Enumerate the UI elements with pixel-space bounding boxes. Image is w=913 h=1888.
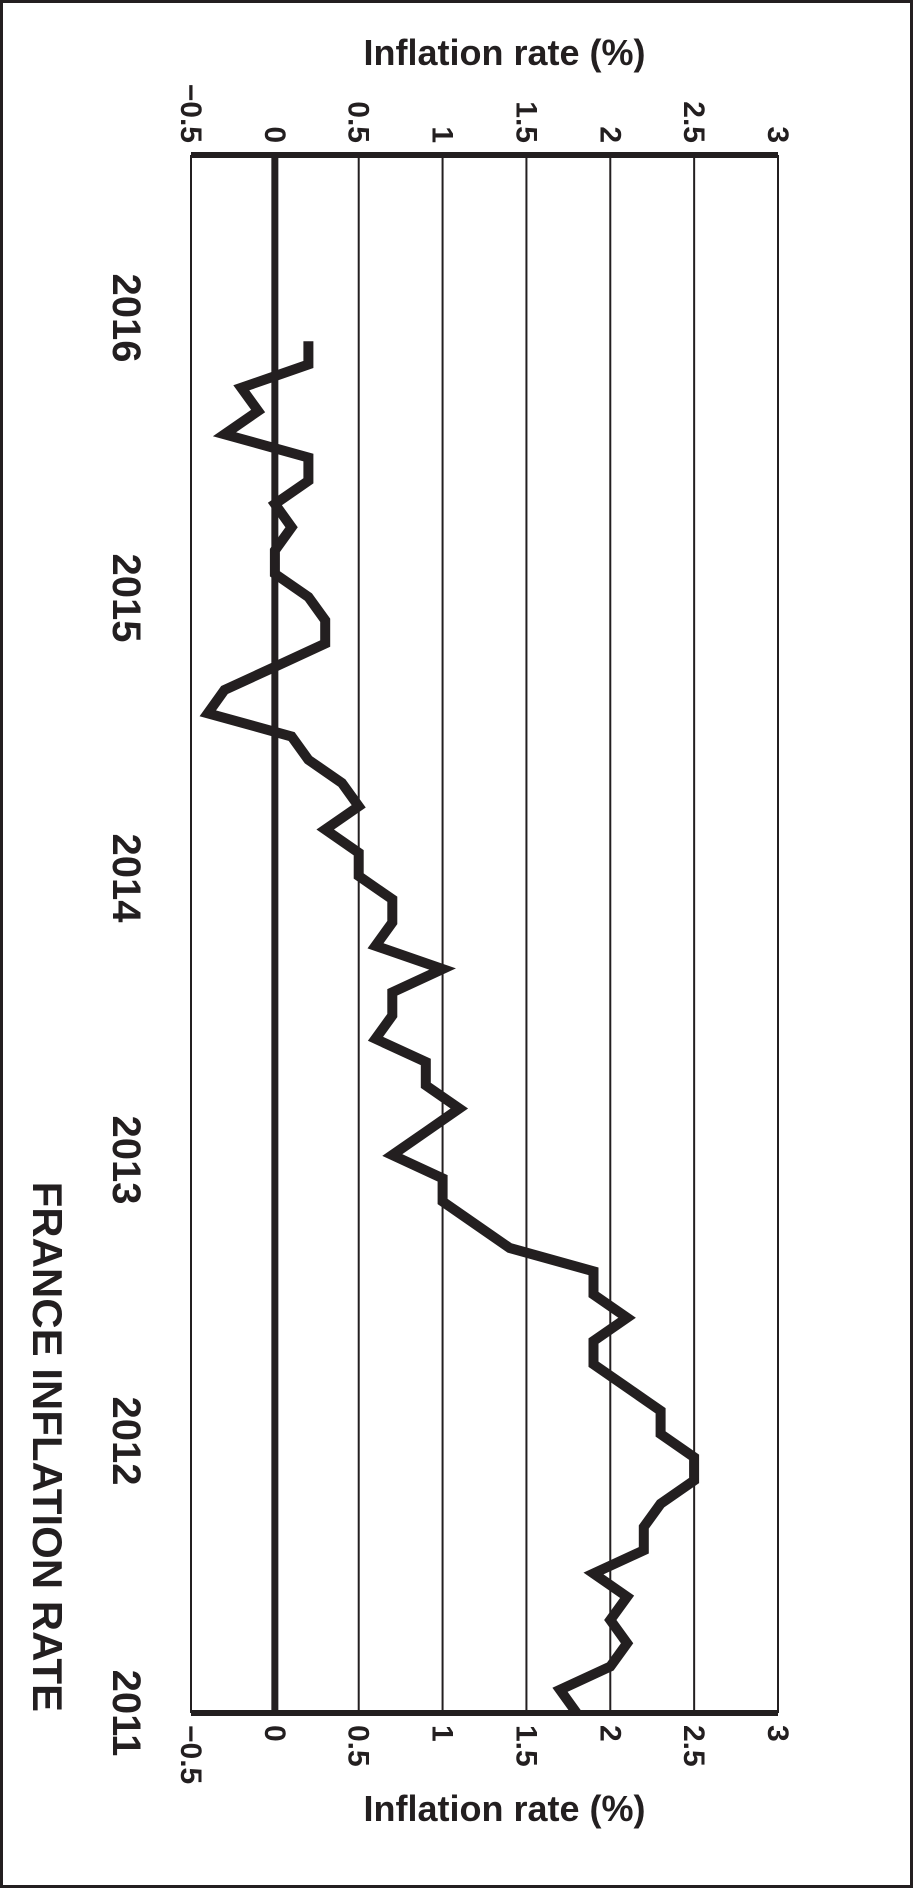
ytick-label-end: 0 (258, 126, 291, 143)
ytick-label-start: 0.5 (342, 1725, 375, 1767)
ytick-label-end: 2.5 (677, 101, 710, 143)
xtick-label-2013: 2013 (104, 1116, 148, 1205)
xtick-label-2011: 2011 (104, 1670, 148, 1757)
ytick-label-start: 3 (761, 1725, 794, 1742)
ytick-label-start: 1.5 (509, 1725, 542, 1767)
xtick-label-2016: 2016 (104, 274, 148, 363)
ytick-label-end: 0.5 (342, 101, 375, 143)
ytick-label-start: −0.5 (174, 1725, 207, 1784)
ytick-label-end: 3 (761, 126, 794, 143)
ytick-label-start: 1 (426, 1725, 459, 1742)
ytick-label-end: 2 (593, 126, 626, 143)
series-layer (199, 341, 700, 1716)
xtick-label-2014: 2014 (104, 834, 148, 924)
labels-layer: 3 3 2.5 2.5 2 2 1.5 1.5 1 1 0.5 0.5 0 0 −0.5 −0.5 Inflat… (24, 32, 794, 1829)
chart-title: FRANCE INFLATION RATE (24, 1182, 71, 1712)
axes (191, 152, 778, 1716)
ytick-label-start: 0 (258, 1725, 291, 1742)
ytick-label-start: 2.5 (677, 1725, 710, 1767)
ytick-label-end: 1 (426, 126, 459, 143)
ytick-label-end: 1.5 (509, 101, 542, 143)
xtick-label-2012: 2012 (104, 1397, 148, 1486)
ylabel-bottom: Inflation rate (%) (363, 1788, 645, 1829)
series-line (199, 341, 700, 1716)
ylabel-top: Inflation rate (%) (363, 32, 645, 73)
ytick-label-start: 2 (593, 1725, 626, 1742)
ytick-label-end: −0.5 (174, 84, 207, 143)
xtick-label-2015: 2015 (104, 554, 148, 643)
